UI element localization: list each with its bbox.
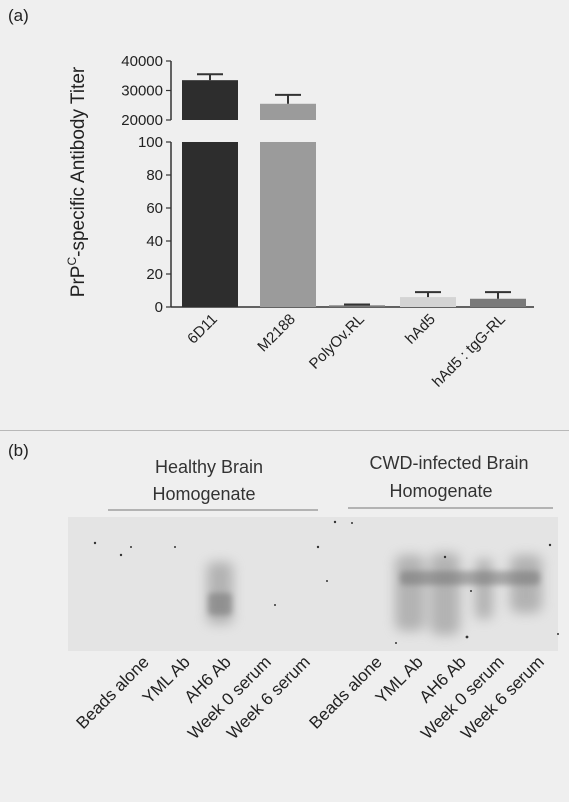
y-tick-label: 80 — [146, 167, 163, 184]
bar — [400, 297, 456, 307]
x-tick-label: M2188 — [254, 311, 298, 355]
x-tick-label: PolyOv.RL — [306, 311, 368, 373]
bar — [260, 142, 316, 307]
y-tick-label: 60 — [146, 200, 163, 217]
x-tick-label: 6D11 — [184, 311, 221, 348]
y-axis-title-suffix: -specific Antibody Titer — [68, 66, 89, 257]
panel-a: (a) PrPC-specific Antibody Titer 0 20 40 60… — [8, 6, 534, 391]
bar-chart: PrPC-specific Antibody Titer 0 20 40 60 80 10… — [65, 53, 534, 391]
y-tick-label: 0 — [155, 299, 163, 316]
x-tick-label: hAd5 : tgG-RL — [429, 311, 509, 391]
healthy-header-line2: Homogenate — [152, 484, 255, 504]
y-tick-label: 20000 — [121, 112, 163, 129]
y-tick-label: 30000 — [121, 83, 163, 100]
y-axis-title-superscript: C — [65, 257, 79, 266]
y-tick-label: 40000 — [121, 53, 163, 70]
x-tick-label: hAd5 — [402, 311, 439, 348]
bar — [260, 103, 316, 120]
panel-b: (b) Healthy Brain Homogenate CWD-infecte… — [0, 431, 569, 797]
blot-membrane — [68, 517, 559, 651]
panel-divider — [0, 430, 569, 431]
panel-a-label: (a) — [8, 6, 29, 25]
y-tick-label: 100 — [138, 134, 163, 151]
y-tick-labels: 0 20 40 60 80 100 20000 30000 40000 — [121, 53, 163, 316]
y-axis-title-prefix: PrP — [68, 266, 89, 298]
y-tick-label: 40 — [146, 233, 163, 250]
bar — [329, 305, 385, 307]
bar — [182, 142, 238, 307]
cwd-header-line1: CWD-infected Brain — [369, 453, 528, 473]
bar — [470, 298, 526, 307]
y-tick-label: 20 — [146, 266, 163, 283]
panel-b-label: (b) — [8, 441, 29, 460]
cwd-header-line2: Homogenate — [389, 481, 492, 501]
error-bars — [197, 73, 511, 306]
y-axis-title: PrPC-specific Antibody Titer — [65, 66, 89, 297]
western-blot-figure: Healthy Brain Homogenate CWD-infected Br… — [68, 453, 559, 743]
bar — [182, 80, 238, 120]
svg-text:PrPC-specific Antibody Titer: PrPC-specific Antibody Titer — [65, 66, 89, 297]
healthy-header-line1: Healthy Brain — [155, 457, 263, 477]
bars — [182, 80, 526, 307]
